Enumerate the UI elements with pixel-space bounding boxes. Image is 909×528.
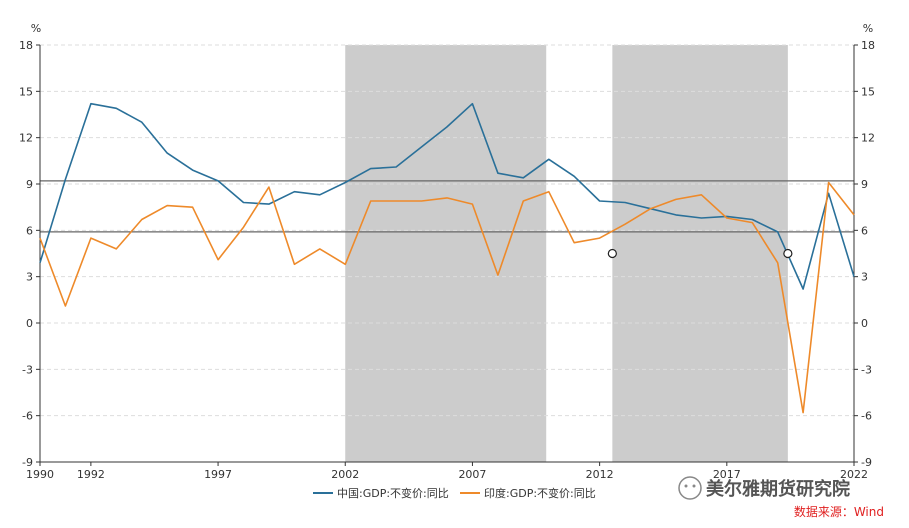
watermark: 美尔雅期货研究院 xyxy=(678,476,850,500)
y-tick-label-left: -9 xyxy=(22,456,33,469)
x-tick-label: 2007 xyxy=(458,468,486,481)
legend-label-1: 中国:GDP:不变价:同比 xyxy=(337,486,449,500)
x-tick-label: 2002 xyxy=(331,468,359,481)
y-tick-label-right: -9 xyxy=(861,456,872,469)
circle-marker-1 xyxy=(607,248,617,259)
x-tick-label: 2012 xyxy=(586,468,614,481)
axes: -9 -9 -6 -6 -3 -3 0 0 3 3 6 6 9 9 12 12 15 15 18 18 1990 1992… xyxy=(19,39,875,481)
legend: 中国:GDP:不变价:同比 印度:GDP:不变价:同比 xyxy=(313,486,596,500)
y-tick-label-left: 12 xyxy=(19,132,33,145)
y-tick-label-left: 3 xyxy=(26,271,33,284)
y-tick-label-left: 0 xyxy=(26,317,33,330)
series-line-china-gdp xyxy=(39,102,855,290)
x-tick-label: 1997 xyxy=(204,468,232,481)
y-tick-label-right: 9 xyxy=(861,178,868,191)
y-tick-label-left: 6 xyxy=(26,224,33,237)
x-tick-label: 1990 xyxy=(26,468,54,481)
shaded-periods xyxy=(345,45,788,462)
wechat-icon-eye-left xyxy=(684,484,688,488)
y-tick-label-right: -3 xyxy=(861,363,872,376)
reference-lines xyxy=(40,180,854,233)
legend-label-2: 印度:GDP:不变价:同比 xyxy=(484,486,596,500)
x-tick-label: 1992 xyxy=(77,468,105,481)
x-tick-label: 2017 xyxy=(713,468,741,481)
right-unit-label: % xyxy=(863,22,873,35)
watermark-text: 美尔雅期货研究院 xyxy=(706,478,850,500)
series-line-india-gdp xyxy=(39,181,855,414)
y-tick-label-left: -3 xyxy=(22,363,33,376)
y-tick-label-right: 18 xyxy=(861,39,875,52)
y-tick-label-right: 12 xyxy=(861,132,875,145)
wechat-icon-eye-right xyxy=(692,484,696,488)
circle-marker-2 xyxy=(783,248,793,259)
shaded-period-1 xyxy=(345,45,547,462)
left-unit-label: % xyxy=(31,22,41,35)
y-tick-label-right: 3 xyxy=(861,271,868,284)
x-tick-label: 2022 xyxy=(840,468,868,481)
y-tick-label-right: 15 xyxy=(861,85,875,98)
y-tick-label-right: 6 xyxy=(861,224,868,237)
wechat-icon xyxy=(678,476,702,500)
y-tick-label-left: 15 xyxy=(19,85,33,98)
gridlines xyxy=(40,44,854,417)
y-tick-label-left: -6 xyxy=(22,410,33,423)
shaded-period-2 xyxy=(612,45,788,462)
circle-markers xyxy=(607,248,793,259)
y-tick-label-right: 0 xyxy=(861,317,868,330)
data-source: 数据来源：Wind xyxy=(794,504,884,519)
y-tick-label-right: -6 xyxy=(861,410,872,423)
series-lines xyxy=(39,102,855,414)
y-tick-label-left: 18 xyxy=(19,39,33,52)
y-tick-label-left: 9 xyxy=(26,178,33,191)
